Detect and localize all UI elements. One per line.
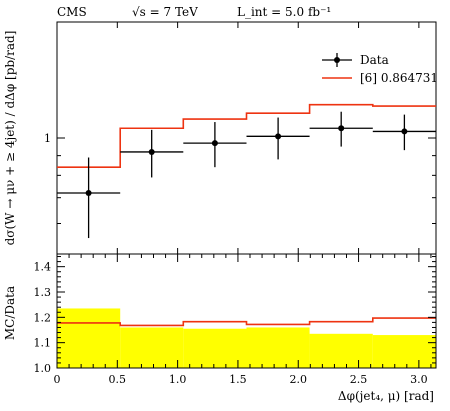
header-energy: √s = 7 TeV (132, 5, 198, 19)
data-point (148, 148, 155, 155)
data-point (85, 189, 92, 196)
header-experiment: CMS (57, 5, 87, 19)
ratio-y-tick-label: 1.2 (34, 311, 52, 324)
x-tick-label: 1.0 (169, 373, 187, 386)
ratio-uncertainty-band (372, 335, 436, 368)
mc-histogram-line (57, 103, 436, 168)
header-lumi: L_int = 5.0 fb⁻¹ (237, 5, 331, 19)
legend-data-marker (334, 57, 340, 63)
ratio-y-tick-label: 1.4 (34, 261, 52, 274)
ratio-panel: 1.0 1.1 1.2 1.3 1.4 0 0.5 1.0 1.5 2.0 2.5 3.0 (34, 253, 437, 386)
ratio-uncertainty-band (183, 328, 247, 368)
x-tick-label: 3.0 (410, 373, 428, 386)
ratio-frame (56, 253, 437, 369)
x-tick-label: 2.5 (350, 373, 368, 386)
x-tick-label: 1.5 (229, 373, 247, 386)
ratio-uncertainty-band (120, 327, 184, 368)
legend-data-label: Data (360, 53, 389, 67)
x-tick-label: 2.0 (289, 373, 307, 386)
data-point (338, 125, 345, 132)
data-point (401, 128, 408, 135)
ratio-mc-line (57, 317, 436, 327)
ratio-y-tick-label: 1.1 (34, 337, 52, 350)
ratio-uncertainty-band (246, 327, 310, 368)
main-y-axis-label: dσ(W → μν + ≥ 4jet) / dΔφ [pb/rad] (3, 31, 17, 246)
figure-header: CMS √s = 7 TeV L_int = 5.0 fb⁻¹ (57, 5, 331, 19)
ratio-y-axis-label: MC/Data (3, 286, 17, 340)
x-tick-label: 0 (54, 373, 61, 386)
ratio-uncertainty-band (309, 333, 373, 368)
legend-mc-label: [6] 0.864731 (360, 71, 438, 85)
axis-labels: dσ(W → μν + ≥ 4jet) / dΔφ [pb/rad] MC/Da… (3, 31, 434, 403)
x-tick-label: 0.5 (109, 373, 127, 386)
ratio-y-tick-label: 1.3 (34, 286, 52, 299)
legend: Data [6] 0.864731 (322, 53, 438, 85)
data-point (275, 133, 282, 140)
x-axis-label: Δφ(jet₄, μ) [rad] (338, 389, 434, 403)
data-point (211, 140, 218, 147)
ratio-uncertainty-band (57, 308, 121, 368)
main-y-tick-label: 1 (44, 132, 51, 145)
ratio-y-tick-label: 1.0 (34, 362, 52, 375)
